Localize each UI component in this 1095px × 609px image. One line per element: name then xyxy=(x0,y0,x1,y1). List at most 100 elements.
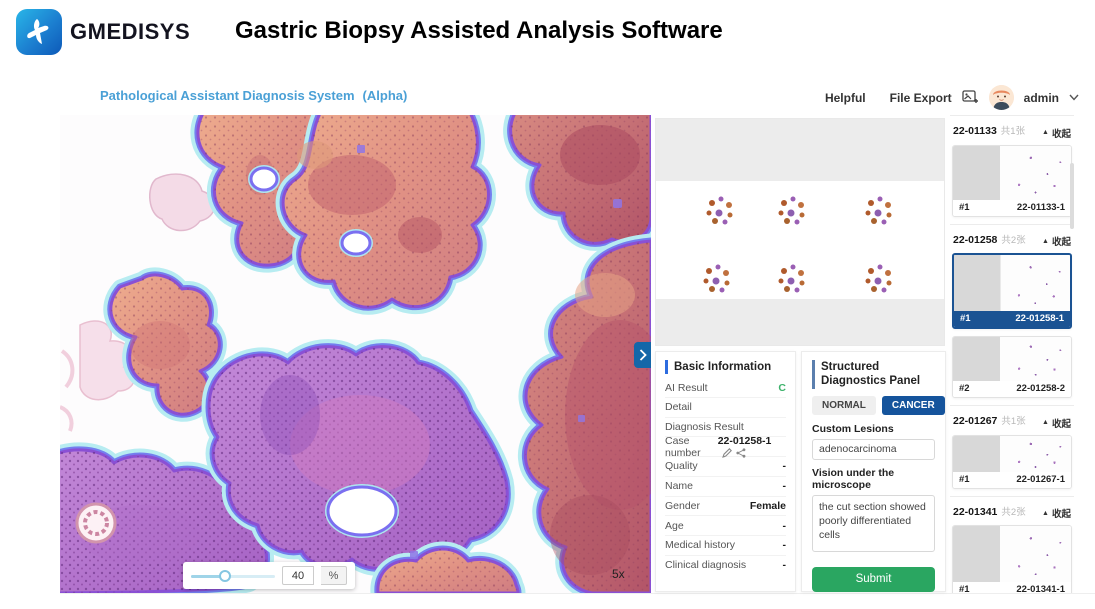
case-group-header[interactable]: 22-01258 共2张 ▲ 收起 xyxy=(953,233,1071,249)
chevron-down-icon[interactable] xyxy=(1069,94,1079,101)
info-row-case-number: Case number 22-01258-1 xyxy=(665,434,786,459)
info-row-ai-result: AI Result C xyxy=(665,378,786,399)
triangle-up-icon: ▲ xyxy=(1042,237,1049,245)
zoom-input[interactable] xyxy=(282,566,314,585)
overview-gray-band xyxy=(656,119,944,181)
system-name: Pathological Assistant Diagnosis System(… xyxy=(100,88,408,103)
basic-information-panel: Basic Information AI Result C Detail Dia… xyxy=(655,351,796,592)
submit-button[interactable]: Submit xyxy=(812,566,935,592)
cross-dove-glyph xyxy=(27,19,49,44)
slide-thumbnail-image xyxy=(953,435,1071,472)
slide-thumbnail-image xyxy=(953,337,1071,381)
helpful-link[interactable]: Helpful xyxy=(824,90,866,105)
slide-index: #1 xyxy=(959,584,970,593)
triangle-up-icon: ▲ xyxy=(1042,129,1049,136)
case-group-header[interactable]: 22-01267 共1张 ▲ 收起 xyxy=(953,415,1071,430)
slide-id: 22-01341-1 xyxy=(1016,584,1065,593)
slide-thumbnail-22-01133-1[interactable]: #1 22-01133-1 xyxy=(952,144,1072,217)
collapse-button[interactable]: ▲ 收起 xyxy=(1042,509,1071,520)
slide-thumbnail-image xyxy=(953,526,1071,582)
info-row-quality: Quality - xyxy=(665,457,786,477)
app-header: Pathological Assistant Diagnosis System(… xyxy=(60,78,1095,115)
slide-index: #1 xyxy=(959,473,970,485)
vision-label: Vision under the microscope xyxy=(812,466,895,491)
info-row-age: Age - xyxy=(665,516,786,536)
info-row-gender: Gender Female xyxy=(665,497,786,517)
edit-pencil-icon[interactable] xyxy=(721,448,732,458)
pathology-slide-image[interactable] xyxy=(60,115,651,593)
slide-thumbnail-22-01258-1[interactable]: #1 22-01258-1 xyxy=(952,253,1072,329)
zoom-controls: % xyxy=(183,562,355,589)
case-group-22-01258: 22-01258 共2张 ▲ 收起 #1 22-01258-1 #2 22-012… xyxy=(950,223,1074,398)
normal-button[interactable]: NORMAL xyxy=(812,395,876,415)
diagnostics-panel-title: Structured Diagnostics Panel xyxy=(812,360,935,389)
header-menu: Helpful File Export admin xyxy=(825,85,1079,110)
avatar-face-icon xyxy=(988,85,1014,110)
chevron-right-icon xyxy=(639,349,647,361)
share-icon[interactable] xyxy=(736,448,746,458)
diagnosis-toggle: NORMAL CANCER xyxy=(812,395,945,415)
info-row-medical-history: Medical history - xyxy=(665,536,786,556)
overview-tissue-clusters xyxy=(703,196,892,293)
slide-thumbnail-22-01341-1[interactable]: #1 22-01341-1 xyxy=(952,525,1072,593)
overview-gray-band xyxy=(656,299,944,345)
triangle-up-icon: ▲ xyxy=(1042,509,1049,517)
slide-index: #1 xyxy=(959,201,970,213)
gmedisys-logo-icon xyxy=(16,9,62,55)
brand-logo: GMEDISYS xyxy=(16,9,190,55)
case-group-22-01267: 22-01267 共1张 ▲ 收起 #1 22-01267-1 xyxy=(950,405,1074,489)
user-avatar[interactable] xyxy=(988,85,1014,110)
brand-name: GMEDISYS xyxy=(70,19,191,44)
username-label[interactable]: admin xyxy=(1023,90,1059,105)
info-row-detail: Detail xyxy=(665,398,786,418)
zoom-slider-handle[interactable] xyxy=(218,569,231,582)
basic-information-title: Basic Information xyxy=(665,360,786,375)
page-header: GMEDISYS Gastric Biopsy Assisted Analysi… xyxy=(0,0,1095,70)
info-row-name: Name - xyxy=(665,477,786,497)
slide-id: 22-01258-2 xyxy=(1016,383,1065,394)
sidebar-scrollbar[interactable] xyxy=(1070,163,1074,229)
page-title: Gastric Biopsy Assisted Analysis Softwar… xyxy=(235,17,723,44)
triangle-up-icon: ▲ xyxy=(1042,419,1049,426)
zoom-slider[interactable] xyxy=(191,569,275,582)
case-number-value: 22-01258-1 xyxy=(717,434,772,447)
slide-thumbnail-image xyxy=(954,255,1070,311)
collapse-button[interactable]: ▲ 收起 xyxy=(1042,418,1071,430)
ai-result-value: C xyxy=(778,381,786,394)
case-group-header[interactable]: 22-01341 共2张 ▲ 收起 xyxy=(953,505,1071,521)
info-row-diagnosis-result: Diagnosis Result xyxy=(665,418,786,438)
collapse-button[interactable]: ▲ 收起 xyxy=(1042,237,1071,248)
zoom-slider-track xyxy=(191,574,275,578)
slide-id: 22-01258-1 xyxy=(1015,313,1064,324)
slide-overview-panel[interactable] xyxy=(655,118,945,346)
collapse-button[interactable]: ▲ 收起 xyxy=(1042,128,1071,140)
slide-thumbnail-22-01258-2[interactable]: #2 22-01258-2 xyxy=(952,336,1072,398)
case-group-header[interactable]: 22-01133 共1张 ▲ 收起 xyxy=(953,125,1071,140)
export-image-icon[interactable] xyxy=(962,90,979,105)
structured-diagnostics-panel: Structured Diagnostics Panel NORMAL CANC… xyxy=(801,351,946,592)
custom-lesions-input[interactable] xyxy=(812,438,935,460)
zoom-unit-label: % xyxy=(321,566,347,585)
slide-thumbnail-22-01267-1[interactable]: #1 22-01267-1 xyxy=(952,434,1072,489)
slide-index: #2 xyxy=(959,383,970,394)
panel-expand-button[interactable] xyxy=(634,342,651,368)
slide-id: 22-01133-1 xyxy=(1016,201,1065,213)
app-window: Pathological Assistant Diagnosis System(… xyxy=(60,78,1095,594)
gender-value: Female xyxy=(749,499,786,512)
file-export-link[interactable]: File Export xyxy=(889,90,952,105)
vision-textarea[interactable]: the cut section showed poorly differenti… xyxy=(812,494,935,552)
case-group-22-01341: 22-01341 共2张 ▲ 收起 #1 22-01341-1 xyxy=(950,495,1074,593)
case-sidebar: 22-01133 共1张 ▲ 收起 #1 22-01133-1 22-01258 … xyxy=(950,115,1074,593)
main-area: % 5x Basic xyxy=(60,115,1095,593)
magnification-label: 5x xyxy=(612,567,625,581)
slide-thumbnail-image xyxy=(953,145,1071,200)
cancer-button[interactable]: CANCER xyxy=(881,395,945,415)
slide-index: #1 xyxy=(960,313,971,324)
slide-id: 22-01267-1 xyxy=(1016,473,1065,485)
info-row-clinical-diagnosis: Clinical diagnosis - xyxy=(665,559,786,572)
slide-viewer: % 5x xyxy=(60,115,651,593)
custom-lesions-label: Custom Lesions xyxy=(812,422,894,435)
case-group-22-01133: 22-01133 共1张 ▲ 收起 #1 22-01133-1 xyxy=(950,115,1074,217)
zoom-slider-fill xyxy=(191,574,222,578)
system-stage: (Alpha) xyxy=(362,88,408,103)
